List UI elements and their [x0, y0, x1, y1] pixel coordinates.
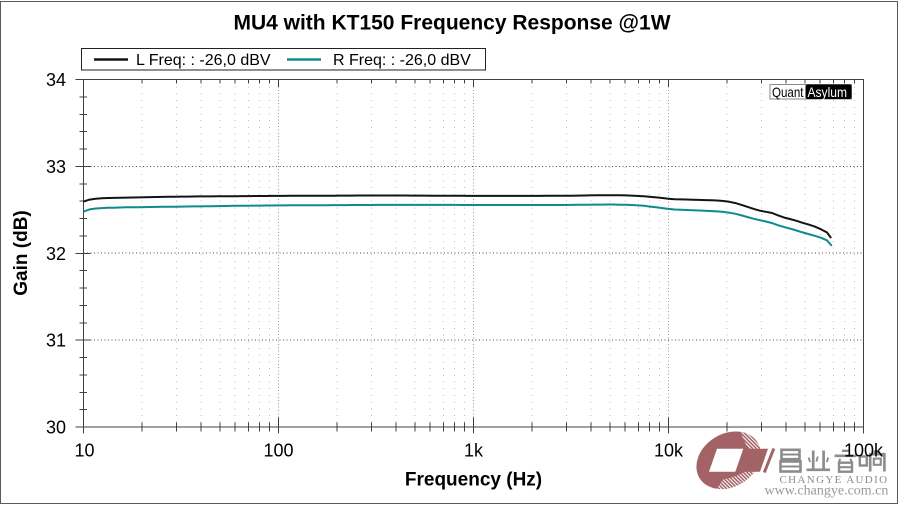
svg-text:100: 100: [263, 441, 293, 461]
svg-text:R Freq: : -26,0 dBV: R Freq: : -26,0 dBV: [333, 52, 471, 69]
svg-text:32: 32: [46, 244, 66, 264]
svg-text:Quant: Quant: [772, 84, 804, 100]
svg-text:L Freq: : -26,0 dBV: L Freq: : -26,0 dBV: [136, 52, 271, 69]
svg-text:Asylum: Asylum: [808, 84, 848, 100]
svg-text:1k: 1k: [464, 441, 484, 461]
svg-text:100k: 100k: [844, 441, 884, 461]
svg-text:10k: 10k: [654, 441, 684, 461]
svg-text:34: 34: [46, 70, 66, 90]
svg-text:CHANGYE AUDIO: CHANGYE AUDIO: [780, 474, 889, 486]
svg-text:www.changye.com.cn: www.changye.com.cn: [765, 484, 889, 499]
svg-text:30: 30: [46, 418, 66, 438]
svg-text:Frequency (Hz): Frequency (Hz): [405, 470, 542, 491]
svg-text:10: 10: [74, 441, 94, 461]
svg-text:Gain (dB): Gain (dB): [11, 210, 32, 296]
svg-text:31: 31: [46, 331, 66, 351]
svg-text:33: 33: [46, 157, 66, 177]
svg-text:MU4 with KT150 Frequency Respo: MU4 with KT150 Frequency Response @1W: [233, 12, 670, 35]
